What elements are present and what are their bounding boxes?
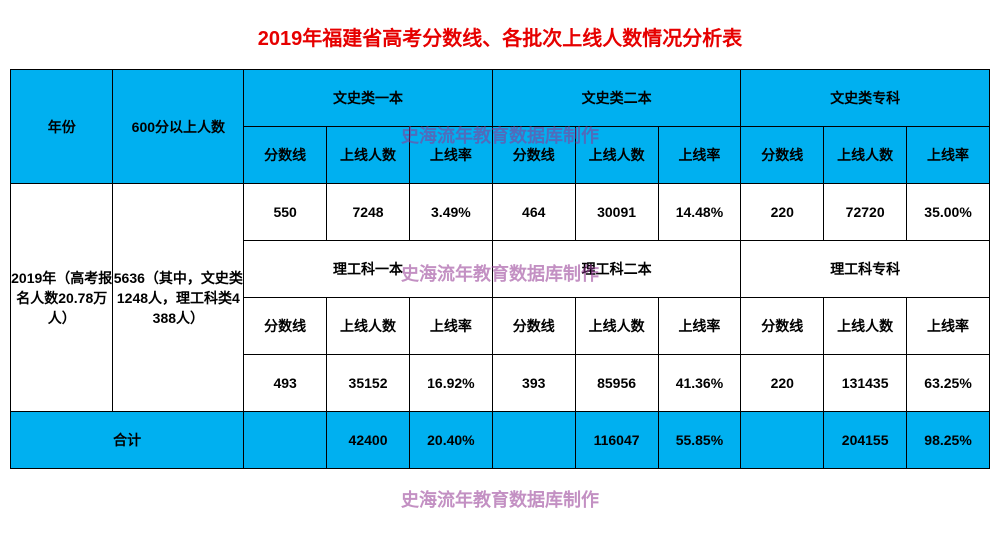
lib-c1: 550	[244, 184, 327, 241]
total-row: 合计 42400 20.40% 116047 55.85% 204155 98.…	[11, 412, 990, 469]
table-title: 2019年福建省高考分数线、各批次上线人数情况分析表	[10, 10, 990, 69]
sci-c3: 16.92%	[409, 355, 492, 412]
header-lib2: 文史类二本	[492, 70, 741, 127]
h-score-1: 分数线	[244, 127, 327, 184]
sci-c7: 220	[741, 355, 824, 412]
sci-c4: 393	[492, 355, 575, 412]
tot-c3: 20.40%	[409, 412, 492, 469]
lib-c3: 3.49%	[409, 184, 492, 241]
sh-score-1: 分数线	[244, 298, 327, 355]
tot-c2: 42400	[327, 412, 410, 469]
header-year: 年份	[11, 70, 113, 184]
sci-c6: 41.36%	[658, 355, 741, 412]
sh-rate-3: 上线率	[907, 298, 990, 355]
lib-c4: 464	[492, 184, 575, 241]
h-score-2: 分数线	[492, 127, 575, 184]
lib-c5: 30091	[575, 184, 658, 241]
sci-c1: 493	[244, 355, 327, 412]
header-lib3: 文史类专科	[741, 70, 990, 127]
lib-data-row: 2019年（高考报名人数20.78万人） 5636（其中，文史类1248人，理工…	[11, 184, 990, 241]
h-count-2: 上线人数	[575, 127, 658, 184]
sci-c8: 131435	[824, 355, 907, 412]
sh-score-3: 分数线	[741, 298, 824, 355]
sci-c9: 63.25%	[907, 355, 990, 412]
tot-c1	[244, 412, 327, 469]
header-over600: 600分以上人数	[113, 70, 244, 184]
sh-rate-1: 上线率	[409, 298, 492, 355]
h-rate-3: 上线率	[907, 127, 990, 184]
sh-score-2: 分数线	[492, 298, 575, 355]
header-row-1: 年份 600分以上人数 文史类一本 文史类二本 文史类专科	[11, 70, 990, 127]
sh-count-3: 上线人数	[824, 298, 907, 355]
h-rate-2: 上线率	[658, 127, 741, 184]
tot-c9: 98.25%	[907, 412, 990, 469]
header-lib1: 文史类一本	[244, 70, 493, 127]
h-count-1: 上线人数	[327, 127, 410, 184]
sci-c2: 35152	[327, 355, 410, 412]
sci-h3: 理工科专科	[741, 241, 990, 298]
lib-c7: 220	[741, 184, 824, 241]
data-table: 年份 600分以上人数 文史类一本 文史类二本 文史类专科 分数线 上线人数 上…	[10, 69, 990, 469]
watermark-3: 史海流年教育数据库制作	[401, 486, 599, 512]
sh-count-2: 上线人数	[575, 298, 658, 355]
table-container: 2019年福建省高考分数线、各批次上线人数情况分析表 年份 600分以上人数 文…	[10, 10, 990, 469]
sci-h1: 理工科一本	[244, 241, 493, 298]
h-score-3: 分数线	[741, 127, 824, 184]
lib-c2: 7248	[327, 184, 410, 241]
sci-h2: 理工科二本	[492, 241, 741, 298]
tot-c7	[741, 412, 824, 469]
year-cell: 2019年（高考报名人数20.78万人）	[11, 184, 113, 412]
sh-rate-2: 上线率	[658, 298, 741, 355]
h-count-3: 上线人数	[824, 127, 907, 184]
h-rate-1: 上线率	[409, 127, 492, 184]
lib-c9: 35.00%	[907, 184, 990, 241]
lib-c6: 14.48%	[658, 184, 741, 241]
sci-c5: 85956	[575, 355, 658, 412]
lib-c8: 72720	[824, 184, 907, 241]
total-label: 合计	[11, 412, 244, 469]
tot-c8: 204155	[824, 412, 907, 469]
tot-c6: 55.85%	[658, 412, 741, 469]
over600-cell: 5636（其中，文史类1248人，理工科类4388人）	[113, 184, 244, 412]
tot-c5: 116047	[575, 412, 658, 469]
sh-count-1: 上线人数	[327, 298, 410, 355]
tot-c4	[492, 412, 575, 469]
